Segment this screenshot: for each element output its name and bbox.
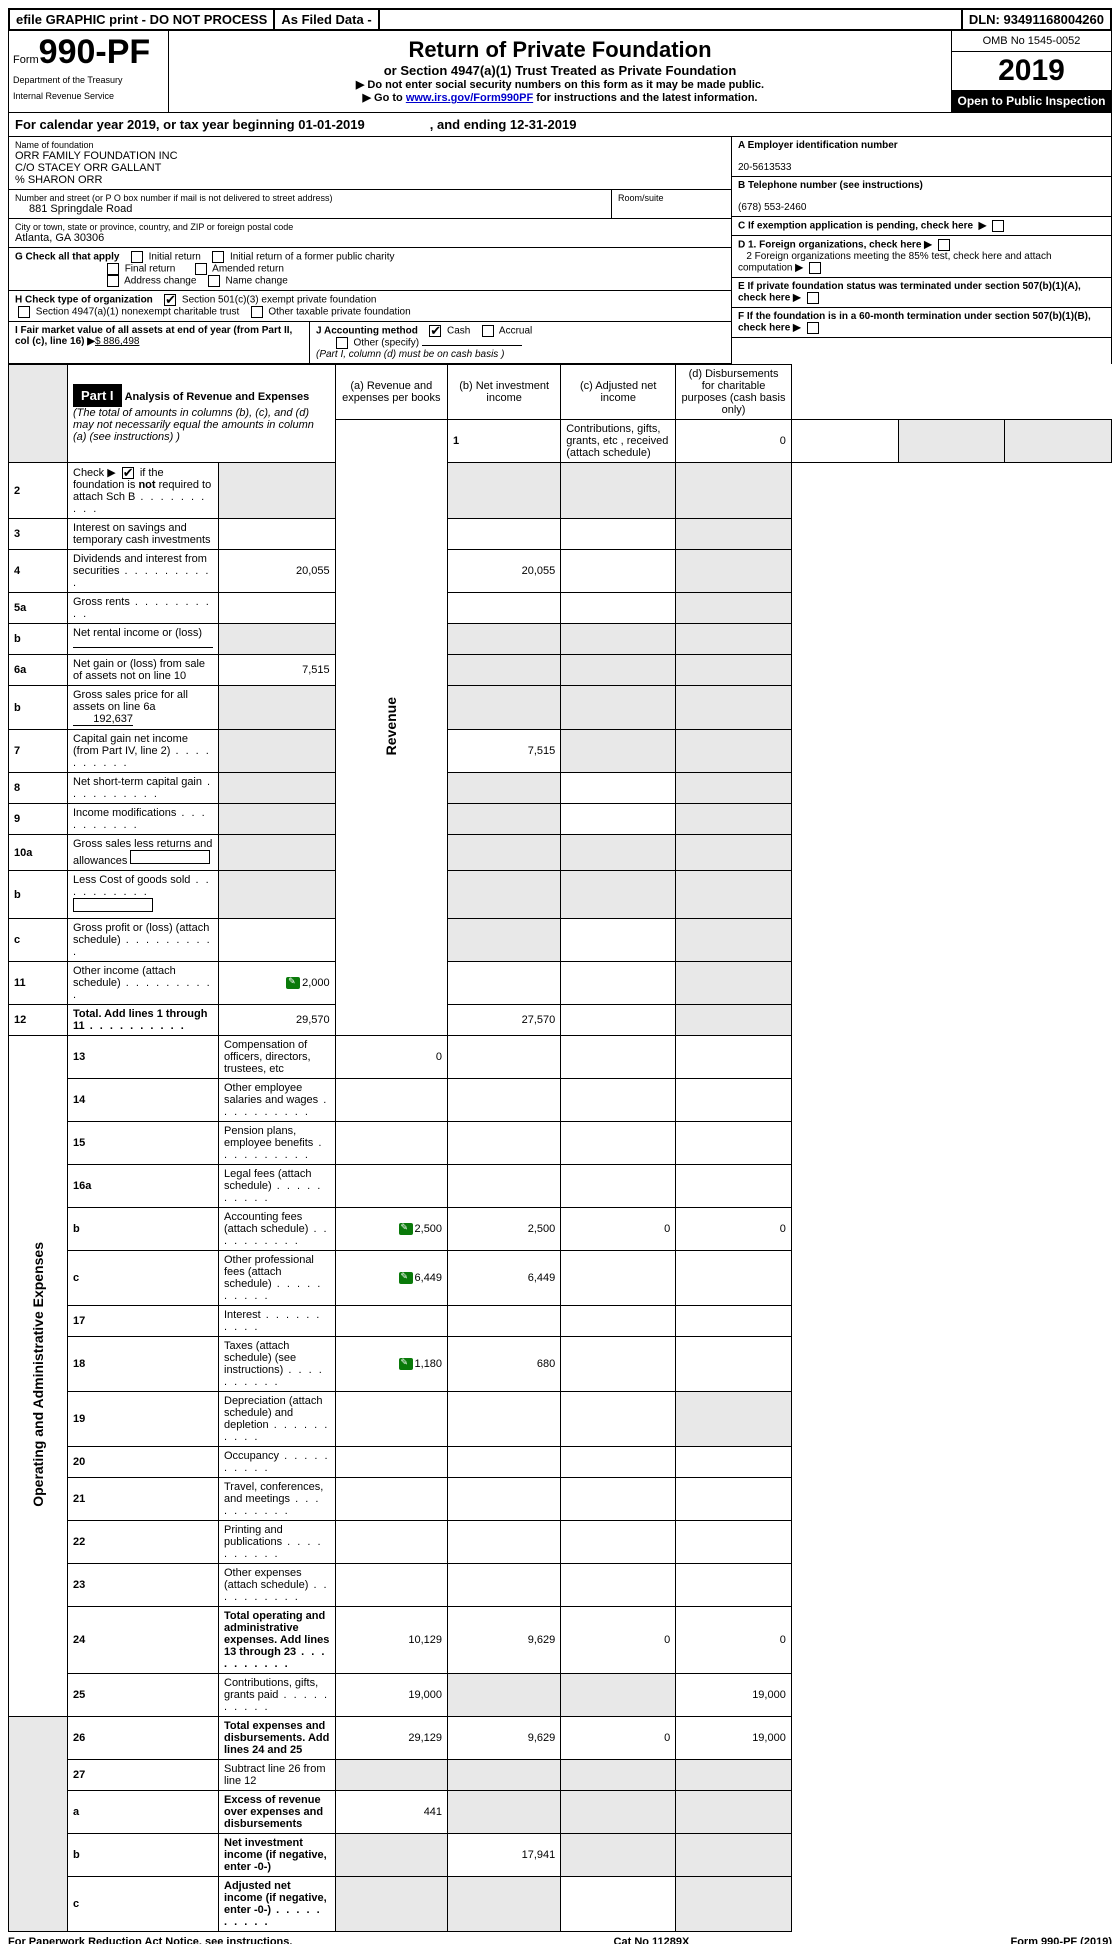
irs-link[interactable]: www.irs.gov/Form990PF <box>406 92 533 104</box>
chk-final[interactable] <box>107 263 119 275</box>
city-state-zip: City or town, state or province, country… <box>9 219 731 248</box>
revenue-side-label: Revenue <box>335 420 447 1036</box>
section-i: I Fair market value of all assets at end… <box>9 322 309 364</box>
chk-accrual[interactable] <box>482 325 494 337</box>
footer-mid: Cat No 11289X <box>614 1936 690 1944</box>
chk-amended[interactable] <box>195 263 207 275</box>
dept-line-1: Department of the Treasury <box>13 75 164 85</box>
header-right: OMB No 1545-0052 2019 Open to Public Ins… <box>951 31 1111 112</box>
section-e: E If private foundation status was termi… <box>732 278 1111 308</box>
chk-f[interactable] <box>807 322 819 334</box>
section-d: D 1. Foreign organizations, check here ▶… <box>732 236 1111 278</box>
instr-1: ▶ Do not enter social security numbers o… <box>179 78 941 91</box>
chk-501c3[interactable] <box>164 294 176 306</box>
calendar-year-row: For calendar year 2019, or tax year begi… <box>8 113 1112 137</box>
chk-schb[interactable] <box>122 467 134 479</box>
efile-label: efile GRAPHIC print - DO NOT PROCESS <box>10 10 275 29</box>
foundation-name: Name of foundation ORR FAMILY FOUNDATION… <box>9 137 731 190</box>
section-j: J Accounting method Cash Accrual Other (… <box>309 322 731 364</box>
omb-number: OMB No 1545-0052 <box>952 31 1111 52</box>
form-header: Form990-PF Department of the Treasury In… <box>8 31 1112 113</box>
form-subtitle: or Section 4947(a)(1) Trust Treated as P… <box>179 63 941 78</box>
col-d-header: (d) Disbursements for charitable purpose… <box>676 365 792 420</box>
chk-d1[interactable] <box>938 239 950 251</box>
footer-left: For Paperwork Reduction Act Notice, see … <box>8 1936 292 1944</box>
section-b-phone: B Telephone number (see instructions) (6… <box>732 177 1111 217</box>
chk-name[interactable] <box>208 275 220 287</box>
col-c-header: (c) Adjusted net income <box>561 365 676 420</box>
chk-initial-former[interactable] <box>212 251 224 263</box>
section-c: C If exemption application is pending, c… <box>732 217 1111 236</box>
form-id-box: Form990-PF Department of the Treasury In… <box>9 31 169 112</box>
attachment-icon[interactable] <box>399 1272 413 1284</box>
dept-line-2: Internal Revenue Service <box>13 91 164 101</box>
footer-right: Form 990-PF (2019) <box>1010 1936 1112 1944</box>
street-address: Number and street (or P O box number if … <box>9 190 611 219</box>
expenses-side-label: Operating and Administrative Expenses <box>9 1036 68 1717</box>
part1-table: Part I Analysis of Revenue and Expenses … <box>8 364 1112 1932</box>
chk-e[interactable] <box>807 292 819 304</box>
chk-address[interactable] <box>107 275 119 287</box>
page-footer: For Paperwork Reduction Act Notice, see … <box>8 1932 1112 1944</box>
col-a-header: (a) Revenue and expenses per books <box>335 365 447 420</box>
chk-other-tax[interactable] <box>251 306 263 318</box>
topbar: efile GRAPHIC print - DO NOT PROCESS As … <box>8 8 1112 31</box>
entity-info: Name of foundation ORR FAMILY FOUNDATION… <box>8 137 1112 364</box>
open-to-public: Open to Public Inspection <box>952 90 1111 112</box>
chk-initial[interactable] <box>131 251 143 263</box>
dln: DLN: 93491168004260 <box>961 10 1110 29</box>
asfiled-label: As Filed Data - <box>275 10 379 29</box>
form-number: 990-PF <box>39 33 151 71</box>
form-title-area: Return of Private Foundation or Section … <box>169 31 951 112</box>
chk-other-method[interactable] <box>336 337 348 349</box>
tax-year: 2019 <box>952 52 1111 90</box>
instr-2: ▶ Go to www.irs.gov/Form990PF for instru… <box>179 91 941 104</box>
attachment-icon[interactable] <box>399 1358 413 1370</box>
section-a-ein: A Employer identification number 20-5613… <box>732 137 1111 177</box>
section-h: H Check type of organization Section 501… <box>9 291 731 322</box>
part1-header: Part I Analysis of Revenue and Expenses … <box>68 365 336 463</box>
col-b-header: (b) Net investment income <box>448 365 561 420</box>
chk-exemption-pending[interactable] <box>992 220 1004 232</box>
section-f: F If the foundation is in a 60-month ter… <box>732 308 1111 338</box>
section-g: G Check all that apply Initial return In… <box>9 248 731 291</box>
form-title: Return of Private Foundation <box>179 37 941 63</box>
chk-4947[interactable] <box>18 306 30 318</box>
attachment-icon[interactable] <box>399 1223 413 1235</box>
attachment-icon[interactable] <box>286 977 300 989</box>
chk-d2[interactable] <box>809 262 821 274</box>
chk-cash[interactable] <box>429 325 441 337</box>
room-suite: Room/suite <box>611 190 731 219</box>
